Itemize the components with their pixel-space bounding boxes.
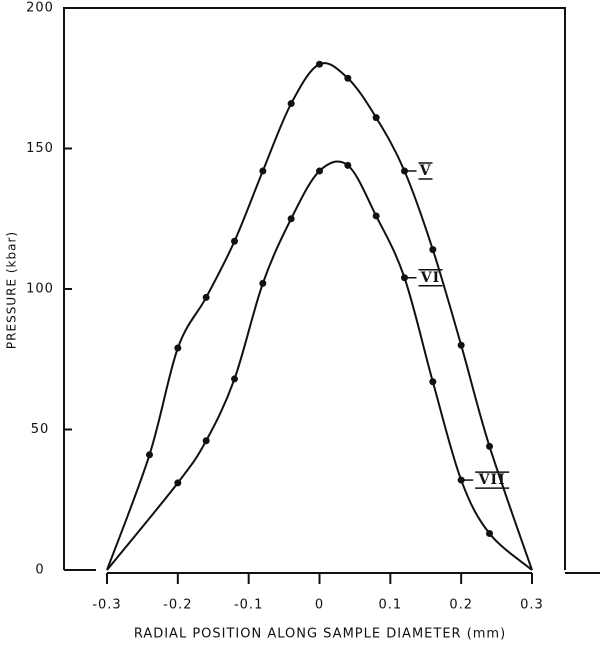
data-point [316, 167, 323, 175]
data-point [174, 344, 182, 352]
data-point [372, 114, 380, 122]
data-point [486, 442, 493, 450]
data-point [287, 100, 295, 108]
x-tick-label: -0.3 [92, 598, 121, 613]
annotation: VII [478, 472, 506, 488]
y-tick-label: 200 [26, 1, 54, 16]
y-tick-label: 0 [35, 563, 44, 578]
data-point [174, 479, 182, 487]
annotation: VI [420, 270, 440, 286]
y-tick-label: 150 [26, 141, 54, 156]
x-axis-label: RADIAL POSITION ALONG SAMPLE DIAMETER (m… [134, 627, 506, 642]
data-point [486, 529, 493, 537]
data-point [344, 74, 352, 82]
x-tick-label: 0.3 [520, 598, 544, 613]
annotation: V [419, 163, 432, 179]
data-point [202, 293, 210, 301]
data-point [457, 341, 465, 349]
data-point [259, 167, 267, 175]
data-point [231, 375, 238, 383]
x-tick-label: 0 [315, 598, 324, 613]
curve [106, 160, 533, 571]
curve [106, 62, 533, 571]
x-tick-label: -0.1 [234, 598, 263, 613]
data-point [316, 60, 323, 68]
data-point [372, 212, 380, 220]
x-tick-label: -0.2 [163, 598, 192, 613]
data-point [429, 246, 437, 254]
data-point [202, 437, 210, 445]
data-point [344, 161, 352, 169]
y-tick-label: 50 [31, 422, 50, 437]
x-tick-label: 0.1 [378, 598, 402, 613]
y-tick-label: 100 [26, 282, 54, 297]
data-point [146, 451, 153, 459]
x-tick-label: 0.2 [449, 598, 473, 613]
data-point [259, 279, 267, 287]
data-point [287, 215, 295, 223]
data-point [429, 378, 437, 386]
y-axis-label: PRESSURE (kbar) [5, 231, 19, 349]
data-point [231, 237, 238, 245]
